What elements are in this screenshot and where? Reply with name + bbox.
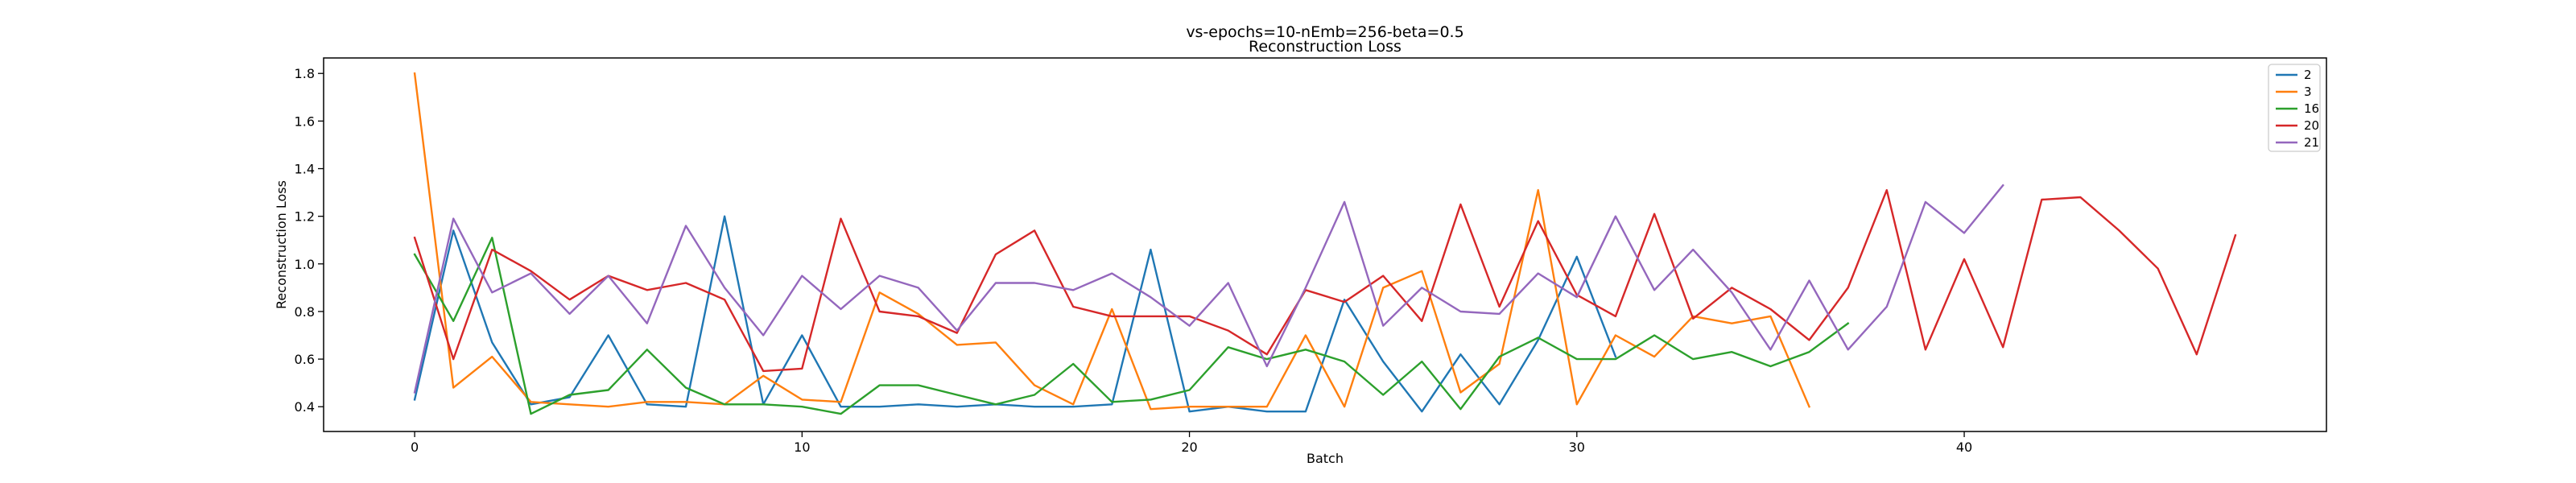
series-line-2 bbox=[413, 215, 1617, 413]
x-tick-label: 0 bbox=[411, 440, 419, 455]
y-tick-label: 1.6 bbox=[295, 114, 315, 129]
plot-frame bbox=[323, 57, 2327, 432]
x-tick-label: 20 bbox=[1181, 440, 1197, 455]
x-tick-label: 30 bbox=[1569, 440, 1585, 455]
legend-label: 20 bbox=[2304, 118, 2319, 133]
y-tick-label: 1.2 bbox=[295, 209, 315, 225]
x-tick-label: 40 bbox=[1956, 440, 1972, 455]
chart-title: vs-epochs=10-nEmb=256-beta=0.5 bbox=[1186, 23, 1463, 41]
y-tick-label: 0.8 bbox=[295, 304, 315, 320]
y-tick-label: 1.4 bbox=[295, 162, 315, 177]
series-line-3 bbox=[413, 72, 1811, 411]
series-line-20 bbox=[413, 188, 2237, 373]
y-axis-ticks: 0.4 0.6 0.8 1.0 1.2 1.4 1.6 1.8 bbox=[295, 66, 324, 415]
y-tick-label: 1.8 bbox=[295, 66, 315, 81]
legend-label: 21 bbox=[2304, 135, 2319, 150]
y-tick-label: 1.0 bbox=[295, 257, 315, 272]
legend-label: 2 bbox=[2304, 68, 2312, 82]
legend-label: 3 bbox=[2304, 85, 2312, 99]
chart-subtitle: Reconstruction Loss bbox=[1249, 38, 1402, 56]
y-axis-label: Reconstruction Loss bbox=[274, 180, 289, 309]
x-axis-label: Batch bbox=[1307, 451, 1344, 466]
y-tick-label: 0.4 bbox=[295, 399, 315, 415]
series-layer bbox=[413, 72, 2237, 415]
legend: 2 3 16 20 21 bbox=[2268, 64, 2321, 152]
legend-label: 16 bbox=[2304, 101, 2319, 116]
series-line-16 bbox=[413, 237, 1850, 415]
x-axis-ticks: 0 10 20 30 40 bbox=[411, 431, 1972, 455]
x-tick-label: 10 bbox=[794, 440, 810, 455]
y-tick-label: 0.6 bbox=[295, 352, 315, 367]
series-line-21 bbox=[413, 184, 2004, 394]
